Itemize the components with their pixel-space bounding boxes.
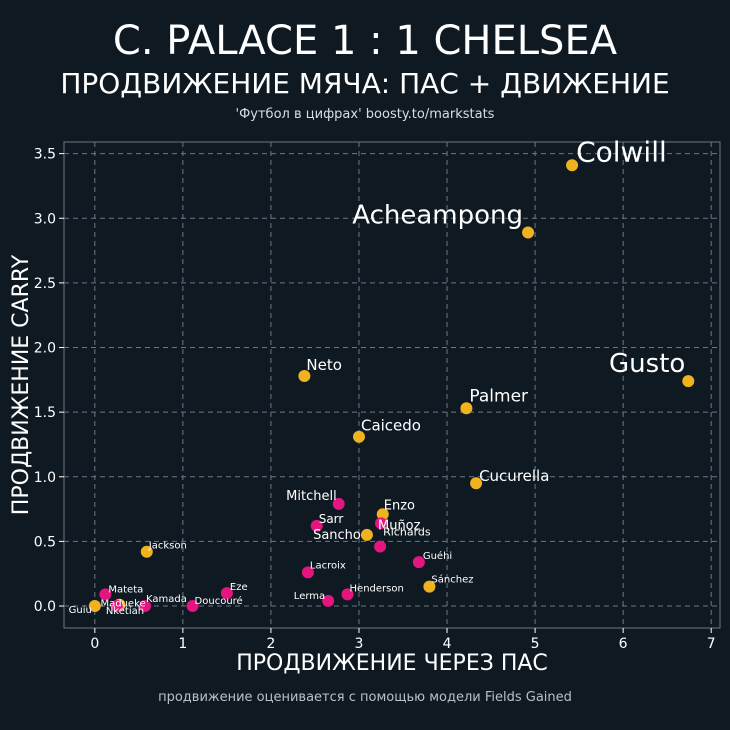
label-nketiah: Nketiah [106, 606, 144, 617]
point-eze [220, 587, 233, 600]
y-tick-label: 2.0 [34, 341, 56, 357]
label-guiu: Guiu [69, 605, 92, 616]
label-cucurella: Cucurella [479, 467, 549, 485]
point-guiu [88, 600, 101, 613]
point-mitchell [332, 497, 345, 510]
label-gusto: Gusto [609, 349, 685, 379]
label-mitchell: Mitchell [286, 489, 337, 504]
point-lacroix [301, 566, 314, 579]
point-nketiah [110, 600, 123, 613]
x-tick-label: 1 [178, 636, 187, 652]
label-caicedo: Caicedo [361, 417, 421, 435]
x-tick-label: 5 [531, 636, 540, 652]
point-gusto [682, 375, 695, 388]
point-richards [374, 540, 387, 553]
label-kamada: Kamada [146, 594, 187, 605]
label-neto: Neto [306, 356, 342, 374]
point-caicedo [352, 430, 365, 443]
x-tick-label: 0 [90, 636, 99, 652]
label-acheampong: Acheampong [352, 200, 523, 230]
point-sancho [360, 528, 373, 541]
x-tick-label: 6 [619, 636, 628, 652]
label-sanchez: Sánchez [431, 574, 473, 586]
footnote: продвижение оценивается с помощью модели… [158, 690, 572, 705]
point-sanchez [423, 580, 436, 593]
x-tick-label: 3 [355, 636, 364, 652]
label-doucoure: Doucouré [195, 595, 243, 607]
y-tick-label: 3.5 [34, 147, 56, 163]
label-sarr: Sarr [319, 512, 344, 526]
x-tick-label: 7 [707, 636, 716, 652]
label-palmer: Palmer [469, 386, 528, 406]
y-axis-label: ПРОДВИЖЕНИЕ CARRY [9, 254, 34, 515]
x-axis-label: ПРОДВИЖЕНИЕ ЧЕРЕЗ ПАС [236, 651, 548, 676]
label-enzo: Enzo [384, 498, 415, 513]
y-tick-label: 3.0 [34, 211, 56, 227]
label-madueke: Madueke [100, 599, 145, 610]
point-mateta [99, 588, 112, 601]
point-acheampong [522, 226, 535, 239]
point-munoz [374, 517, 387, 530]
label-eze: Eze [230, 582, 248, 593]
point-jackson [140, 545, 153, 558]
label-lerma: Lerma [294, 591, 325, 602]
point-sarr [310, 519, 323, 532]
label-mateta: Mateta [108, 584, 143, 595]
y-tick-label: 2.5 [34, 276, 56, 292]
label-lacroix: Lacroix [310, 560, 346, 571]
point-colwill [566, 159, 579, 172]
label-richards: Richards [383, 526, 431, 539]
point-guehi [412, 556, 425, 569]
point-lerma [322, 594, 335, 607]
y-tick-label: 1.0 [34, 470, 56, 486]
label-jackson: Jackson [148, 541, 187, 552]
x-tick-label: 4 [443, 636, 452, 652]
point-doucoure [186, 600, 199, 613]
y-tick-label: 1.5 [34, 405, 56, 421]
chart-credit: 'Футбол в цифрах' boosty.to/markstats [235, 107, 495, 122]
chart-title: C. PALACE 1 : 1 CHELSEA [112, 18, 618, 64]
point-neto [298, 369, 311, 382]
label-colwill: Colwill [576, 135, 667, 168]
point-henderson [341, 588, 354, 601]
point-kamada [139, 600, 152, 613]
point-enzo [376, 508, 389, 521]
x-tick-label: 2 [266, 636, 275, 652]
label-sancho: Sancho [313, 528, 361, 543]
y-tick-label: 0.5 [34, 534, 56, 550]
y-tick-label: 0.0 [34, 599, 56, 615]
label-guehi: Guéhi [423, 550, 452, 562]
plot-frame [63, 141, 721, 629]
point-cucurella [470, 477, 483, 490]
label-munoz: Muñoz [378, 518, 421, 533]
point-palmer [460, 402, 473, 415]
chart-subtitle: ПРОДВИЖЕНИЕ МЯЧА: ПАС + ДВИЖЕНИЕ [60, 67, 670, 100]
label-henderson: Henderson [350, 583, 404, 594]
